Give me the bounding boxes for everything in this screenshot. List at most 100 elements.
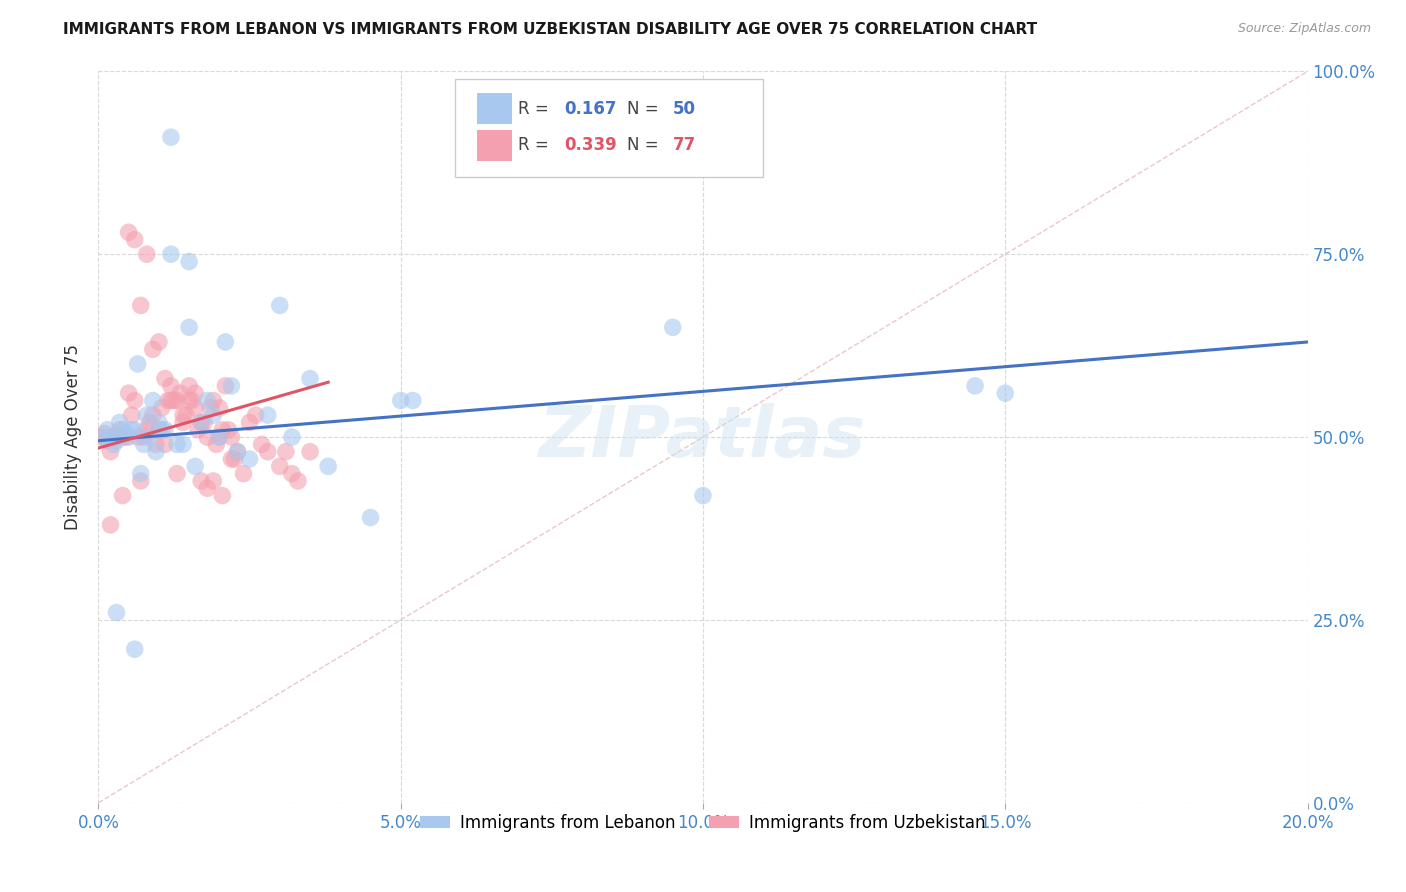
Text: 0.339: 0.339 [564,136,617,154]
Point [127,430,149,444]
FancyBboxPatch shape [477,130,512,161]
Point [150,401,173,415]
Text: R =: R = [517,136,554,154]
Point [139,430,162,444]
Point [360,510,382,524]
Point [142,393,165,408]
Point [287,474,309,488]
Point [121,423,143,437]
Point [145,444,167,458]
Point [166,437,188,451]
Point [221,452,243,467]
Point [160,393,183,408]
Point [132,437,155,451]
Point [190,416,212,430]
Point [195,393,218,408]
Point [172,437,194,451]
Point [190,474,212,488]
Point [179,254,201,268]
Point [114,430,136,444]
FancyBboxPatch shape [456,78,763,178]
Point [994,386,1017,401]
Point [214,379,236,393]
Point [226,444,249,458]
Point [142,408,165,422]
Text: N =: N = [627,136,664,154]
Point [124,642,146,657]
Point [96,434,118,448]
Point [965,379,987,393]
Point [205,437,228,451]
Point [181,393,204,408]
Point [184,459,207,474]
Point [114,426,136,441]
Point [224,452,246,467]
Point [124,423,146,437]
Point [153,371,176,385]
Point [111,430,134,444]
Point [221,379,243,393]
Point [190,416,212,430]
Point [118,225,141,239]
Point [281,467,304,481]
Point [211,489,233,503]
Point [316,459,339,474]
Point [93,430,115,444]
Point [187,423,209,437]
Point [142,343,165,357]
Point [103,437,125,451]
Point [389,393,412,408]
Point [127,357,149,371]
Point [100,444,122,458]
Point [90,430,112,444]
Text: ZIPatlas: ZIPatlas [540,402,866,472]
Point [179,393,201,408]
Point [256,444,278,458]
Point [184,386,207,401]
Point [250,437,273,451]
Point [129,298,152,312]
Point [129,474,152,488]
Point [184,401,207,415]
Point [232,467,254,481]
Point [124,393,146,408]
Text: IMMIGRANTS FROM LEBANON VS IMMIGRANTS FROM UZBEKISTAN DISABILITY AGE OVER 75 COR: IMMIGRANTS FROM LEBANON VS IMMIGRANTS FR… [63,22,1038,37]
Point [208,401,231,415]
Point [129,467,152,481]
Point [93,426,115,441]
Text: N =: N = [627,100,664,118]
FancyBboxPatch shape [477,94,512,124]
Point [256,408,278,422]
Point [402,393,425,408]
Point [105,606,128,620]
Text: 50: 50 [672,100,696,118]
Point [172,408,194,422]
Point [217,423,239,437]
Point [160,379,183,393]
Point [200,401,222,415]
Point [299,444,322,458]
Point [174,408,197,422]
Text: Source: ZipAtlas.com: Source: ZipAtlas.com [1237,22,1371,36]
Point [118,430,141,444]
Point [274,444,297,458]
Point [100,430,122,444]
Point [105,430,128,444]
Point [124,233,146,247]
Point [105,430,128,444]
Point [195,430,218,444]
Point [245,408,267,422]
Point [202,474,225,488]
Point [281,430,304,444]
Point [226,444,249,458]
Point [166,393,188,408]
Point [148,334,170,349]
Point [148,423,170,437]
Point [132,430,155,444]
Point [166,467,188,481]
Point [153,423,176,437]
Point [148,416,170,430]
Point [135,247,157,261]
Point [160,130,183,145]
Text: 77: 77 [672,136,696,154]
